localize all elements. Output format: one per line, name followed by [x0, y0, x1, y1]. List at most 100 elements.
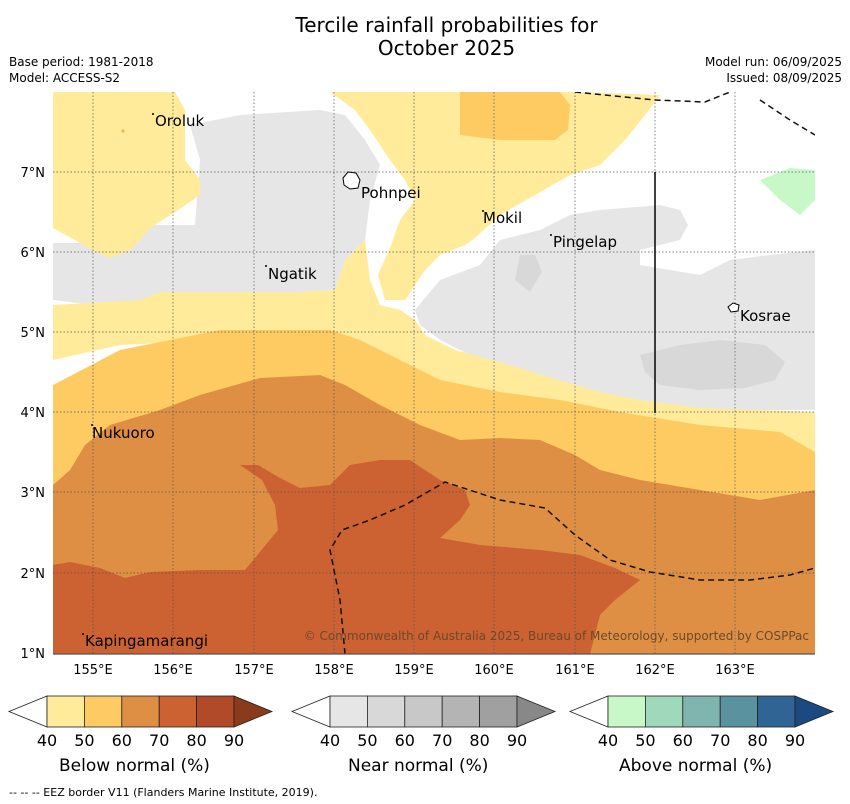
below-40-band [53, 240, 815, 460]
kosrae-island-shape [727, 302, 740, 313]
place-label-oroluk: Oroluk [155, 112, 204, 130]
place-label-mokil: Mokil [483, 209, 522, 227]
title-line-2: October 2025 [377, 36, 516, 60]
pohnpei-island-shape [342, 171, 361, 190]
legend-above-right-arrow [794, 695, 835, 728]
x-tick: 155°E [73, 663, 113, 678]
legend-near-tick: 80 [469, 731, 489, 750]
legend-near-tick: 40 [320, 731, 340, 750]
legend-above-tick: 80 [747, 731, 767, 750]
oroluk-dot [121, 129, 125, 133]
x-tick: 159°E [394, 663, 434, 678]
x-tick: 157°E [234, 663, 274, 678]
legend-near-swatch [366, 695, 406, 728]
legend-label-near: Near normal (%) [348, 756, 489, 776]
eez-footer-note: -- -- -- EEZ border V11 (Flanders Marine… [9, 786, 318, 799]
meta-right: Model run: 06/09/2025 Issued: 08/09/2025 [705, 54, 842, 86]
meta-left: Base period: 1981-2018 Model: ACCESS-S2 [9, 54, 154, 86]
legend-below-tick: 90 [224, 731, 244, 750]
legend-below-swatch [158, 695, 197, 728]
legend-below-right-arrow [233, 695, 274, 728]
x-axis-ticks: 155°E 156°E 157°E 158°E 159°E 160°E 161°… [73, 663, 755, 678]
x-tick: 160°E [474, 663, 514, 678]
legend-below-swatch [121, 695, 160, 728]
legend-below-tick: 60 [112, 731, 132, 750]
y-tick: 7°N [21, 166, 46, 181]
title-line-1: Tercile rainfall probabilities for [295, 13, 598, 37]
kapingamarangi-marker [82, 633, 84, 635]
legend-above-tick: 60 [673, 731, 693, 750]
legend-near-tick: 70 [432, 731, 452, 750]
legend-near-left-arrow [290, 695, 331, 728]
y-axis-ticks: 7°N 6°N 5°N 4°N 3°N 2°N 1°N [21, 166, 46, 662]
y-tick: 3°N [21, 486, 46, 501]
ngatik-marker [265, 265, 267, 267]
place-labels: Oroluk Pohnpei Mokil Pingelap Ngatik Kos… [85, 112, 791, 650]
legend-above-tick: 90 [785, 731, 805, 750]
x-tick: 156°E [153, 663, 193, 678]
place-label-nukuoro: Nukuoro [92, 424, 155, 442]
legend-near-swatch [441, 695, 481, 728]
legend-above-tick: 40 [598, 731, 618, 750]
y-tick: 1°N [21, 647, 46, 662]
x-tick: 158°E [314, 663, 354, 678]
legend-near-swatch [329, 695, 368, 728]
below-40-north [53, 92, 200, 258]
legend-below-swatch [84, 695, 123, 728]
place-label-ngatik: Ngatik [268, 265, 317, 283]
legend-above-swatch [607, 695, 646, 728]
legend-above-left-arrow [568, 695, 609, 728]
below-40-northcentral [330, 92, 660, 300]
legend-below-swatch [196, 695, 235, 728]
near-normal-darker-small [515, 255, 542, 292]
model-run: Model run: 06/09/2025 [704, 55, 842, 69]
copyright-notice: © Commonwealth of Australia 2025, Bureau… [304, 629, 809, 643]
legend-above-tick: 70 [710, 731, 730, 750]
legend-near-swatch [404, 695, 443, 728]
legend-near-tick: 50 [357, 731, 377, 750]
x-tick: 161°E [555, 663, 595, 678]
legend-above-swatch [645, 695, 684, 728]
legend-above-tick: 50 [635, 731, 655, 750]
legend-near-tick: 90 [507, 731, 527, 750]
legend-above-swatch [757, 695, 796, 728]
place-label-kapingamarangi: Kapingamarangi [85, 632, 208, 650]
below-70-band [53, 460, 640, 654]
y-tick: 5°N [21, 326, 46, 341]
legend-near-swatch [479, 695, 518, 728]
map-plot-area [53, 92, 815, 654]
pingelap-marker [550, 234, 552, 236]
legend-above-swatch [682, 695, 721, 728]
y-tick: 6°N [21, 246, 46, 261]
y-tick: 4°N [21, 406, 46, 421]
legend-below-tick: 70 [149, 731, 169, 750]
issued-date: Issued: 08/09/2025 [726, 71, 842, 85]
legend-near-right-arrow [516, 695, 557, 728]
model-name: Model: ACCESS-S2 [9, 71, 121, 85]
near-normal-darker-patch [640, 340, 785, 390]
x-tick: 163°E [715, 663, 755, 678]
legend-below-tick: 80 [186, 731, 206, 750]
legend-label-below: Below normal (%) [59, 756, 210, 776]
x-tick: 162°E [635, 663, 675, 678]
base-period: Base period: 1981-2018 [9, 55, 154, 69]
legend-below-tick: 50 [74, 731, 94, 750]
legend-above-swatch [719, 695, 759, 728]
place-label-kosrae: Kosrae [740, 307, 791, 325]
mokil-marker [482, 210, 484, 212]
legends: 40 50 60 70 80 90 40 50 60 70 80 90 40 50 60 70 80 90 [7, 695, 835, 750]
y-tick: 2°N [21, 567, 46, 582]
below-50-northtop [460, 92, 570, 140]
chart-title: Tercile rainfall probabilities for Octob… [0, 14, 850, 60]
legend-below-swatch [46, 695, 85, 728]
place-label-pohnpei: Pohnpei [361, 184, 421, 202]
legend-near-tick: 60 [395, 731, 415, 750]
eez-border [329, 92, 815, 654]
place-label-pingelap: Pingelap [553, 233, 617, 251]
above-40-patch [760, 168, 815, 215]
legend-below-left-arrow [7, 695, 48, 728]
near-normal-region-west [53, 110, 380, 308]
legend-label-above: Above normal (%) [619, 756, 773, 776]
legend-below-tick: 40 [37, 731, 57, 750]
